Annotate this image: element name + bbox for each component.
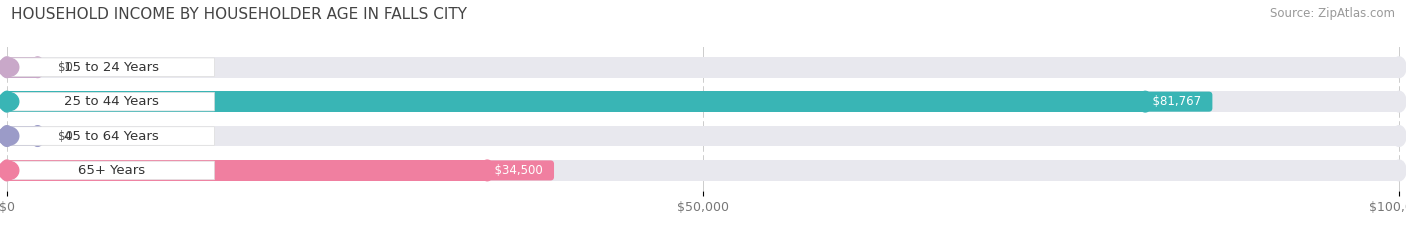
FancyBboxPatch shape [8, 58, 214, 76]
Ellipse shape [1392, 91, 1406, 112]
Bar [7, 57, 38, 78]
FancyBboxPatch shape [8, 92, 214, 111]
Ellipse shape [0, 127, 18, 145]
Ellipse shape [1392, 57, 1406, 78]
Ellipse shape [0, 57, 14, 78]
Bar [7, 160, 1399, 181]
Text: HOUSEHOLD INCOME BY HOUSEHOLDER AGE IN FALLS CITY: HOUSEHOLD INCOME BY HOUSEHOLDER AGE IN F… [11, 7, 467, 22]
Text: 25 to 44 Years: 25 to 44 Years [63, 95, 159, 108]
Ellipse shape [0, 92, 18, 111]
Ellipse shape [0, 160, 14, 181]
Ellipse shape [31, 126, 45, 146]
Ellipse shape [0, 57, 14, 78]
Text: $34,500: $34,500 [488, 164, 551, 177]
Ellipse shape [481, 160, 494, 181]
Bar [7, 57, 1399, 78]
Bar [7, 91, 1399, 112]
Bar [7, 91, 1146, 112]
Ellipse shape [0, 126, 14, 146]
FancyBboxPatch shape [8, 161, 214, 180]
Bar [7, 126, 1399, 146]
Text: 65+ Years: 65+ Years [77, 164, 145, 177]
Text: $81,767: $81,767 [1146, 95, 1209, 108]
Ellipse shape [1392, 160, 1406, 181]
Ellipse shape [0, 126, 14, 146]
Ellipse shape [0, 161, 18, 180]
Text: Source: ZipAtlas.com: Source: ZipAtlas.com [1270, 7, 1395, 20]
Ellipse shape [1139, 91, 1152, 112]
Ellipse shape [1392, 126, 1406, 146]
Text: $0: $0 [59, 61, 73, 74]
Ellipse shape [0, 91, 14, 112]
Ellipse shape [0, 91, 14, 112]
Text: 45 to 64 Years: 45 to 64 Years [65, 130, 159, 143]
Ellipse shape [31, 57, 45, 78]
Text: 15 to 24 Years: 15 to 24 Years [63, 61, 159, 74]
Text: $0: $0 [59, 130, 73, 143]
FancyBboxPatch shape [8, 127, 214, 145]
Ellipse shape [0, 58, 18, 76]
Ellipse shape [0, 160, 14, 181]
Bar [7, 160, 488, 181]
Bar [7, 126, 38, 146]
